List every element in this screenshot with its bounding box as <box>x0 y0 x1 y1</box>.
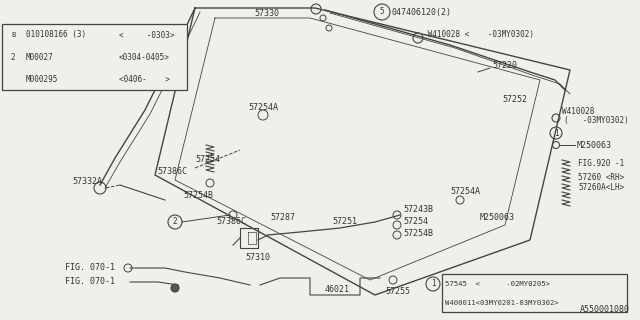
Text: 57254B: 57254B <box>403 228 433 237</box>
Text: 57332A: 57332A <box>72 178 102 187</box>
Text: <0406-    >: <0406- > <box>119 75 170 84</box>
Text: 57310: 57310 <box>245 253 270 262</box>
Text: 57545  <      -02MY0205>: 57545 < -02MY0205> <box>445 281 550 287</box>
Text: 047406120(2): 047406120(2) <box>392 7 452 17</box>
Text: 57386C: 57386C <box>216 218 246 227</box>
Text: 1: 1 <box>554 129 558 138</box>
Text: 57220: 57220 <box>492 60 517 69</box>
Text: 57260 <RH>: 57260 <RH> <box>578 173 624 182</box>
Text: W410028: W410028 <box>562 108 595 116</box>
Text: (   -03MY0302): ( -03MY0302) <box>564 116 628 124</box>
Text: 57330: 57330 <box>254 10 279 19</box>
Circle shape <box>171 284 179 292</box>
Text: A550001080: A550001080 <box>580 305 630 314</box>
Text: 57254A: 57254A <box>450 188 480 196</box>
Text: 57251: 57251 <box>332 218 357 227</box>
Text: 57255: 57255 <box>385 287 410 297</box>
Text: 57386C: 57386C <box>157 167 187 177</box>
Text: 2: 2 <box>11 52 15 61</box>
Text: 57252: 57252 <box>502 95 527 105</box>
Text: M000295: M000295 <box>26 75 58 84</box>
Text: 010108166 (3): 010108166 (3) <box>26 30 86 39</box>
Text: <0304-0405>: <0304-0405> <box>119 52 170 61</box>
Text: -W410028 <    -03MY0302): -W410028 < -03MY0302) <box>423 30 534 39</box>
Text: M250063: M250063 <box>577 140 612 149</box>
Text: FIG.920 -1: FIG.920 -1 <box>578 158 624 167</box>
Text: 57243B: 57243B <box>403 205 433 214</box>
Text: 1: 1 <box>431 279 435 289</box>
Text: 57254B: 57254B <box>183 191 213 201</box>
Text: FIG. 070-1: FIG. 070-1 <box>65 277 115 286</box>
Text: M00027: M00027 <box>26 52 54 61</box>
Text: 57254A: 57254A <box>248 102 278 111</box>
Text: 57260A<LH>: 57260A<LH> <box>578 182 624 191</box>
Text: 2: 2 <box>173 218 177 227</box>
Text: 57254: 57254 <box>403 218 428 227</box>
Text: FIG. 070-1: FIG. 070-1 <box>65 263 115 273</box>
Text: 46021: 46021 <box>325 285 350 294</box>
Bar <box>442 274 627 312</box>
Text: 5: 5 <box>380 7 384 17</box>
Text: <     -0303>: < -0303> <box>119 30 175 39</box>
Text: M250063: M250063 <box>480 213 515 222</box>
Text: B: B <box>11 32 15 38</box>
Text: 57287: 57287 <box>270 213 295 222</box>
Text: 57254: 57254 <box>195 156 220 164</box>
Bar <box>2 24 187 90</box>
Text: W400011<03MY0201-03MY0302>: W400011<03MY0201-03MY0302> <box>445 300 559 306</box>
